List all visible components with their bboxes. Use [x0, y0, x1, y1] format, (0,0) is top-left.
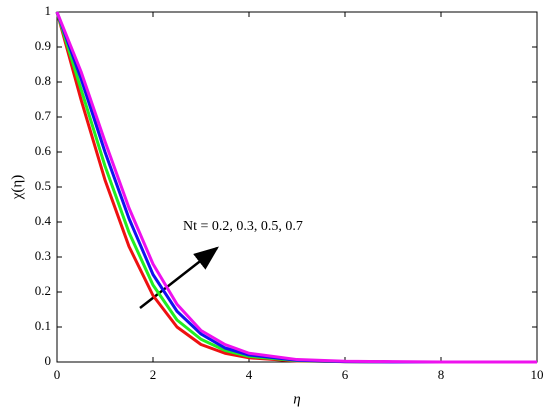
y-tick-label: 0.6	[35, 143, 52, 158]
series-line	[55, 11, 537, 364]
y-tick-label: 1	[45, 3, 52, 18]
series-line	[55, 11, 537, 364]
y-tick-label: 0.5	[35, 178, 51, 193]
y-tick-label: 0.3	[35, 248, 51, 263]
plot-frame	[56, 11, 538, 363]
series-line	[55, 11, 537, 364]
y-axis-label: χ(η)	[9, 175, 25, 201]
y-tick-label: 0.2	[35, 283, 51, 298]
y-tick-label: 0.1	[35, 318, 51, 333]
y-tick-label: 0.7	[35, 108, 52, 123]
x-tick-label: 4	[246, 367, 253, 382]
x-tick-label: 6	[342, 367, 349, 382]
x-tick-label: 2	[150, 367, 157, 382]
x-tick-label: 10	[531, 367, 544, 382]
arrow	[139, 246, 219, 309]
x-tick-label: 0	[54, 367, 61, 382]
series-line	[55, 11, 537, 364]
y-tick-label: 0.8	[35, 73, 51, 88]
y-tick-label: 0.9	[35, 38, 51, 53]
x-axis-label: η	[293, 391, 300, 407]
y-tick-label: 0.4	[35, 213, 52, 228]
y-tick-label: 0	[45, 353, 52, 368]
annotation: Nt = 0.2, 0.3, 0.5, 0.7	[183, 219, 303, 234]
x-tick-label: 8	[438, 367, 445, 382]
